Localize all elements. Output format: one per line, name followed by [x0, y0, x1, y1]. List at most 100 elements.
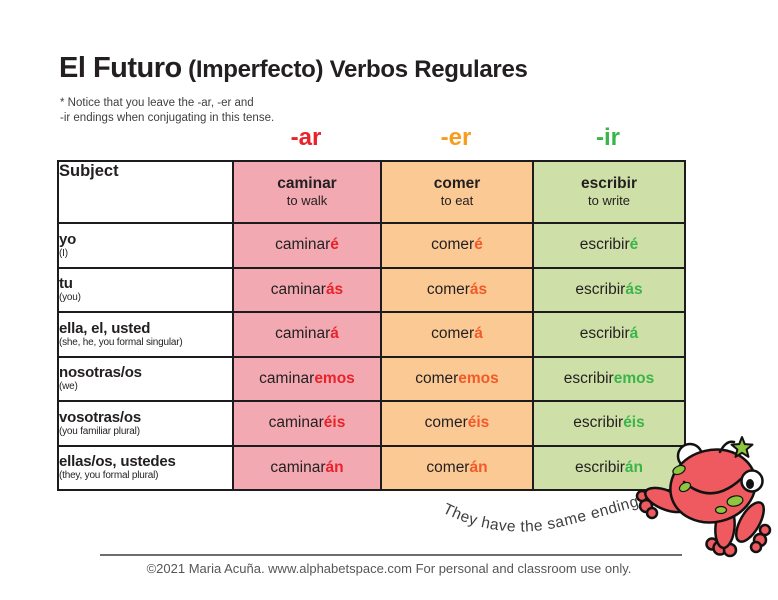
verb-name: caminar — [277, 175, 337, 192]
verb-stem: caminar — [275, 236, 331, 254]
verb-stem: comer — [426, 458, 470, 476]
verb-header-escribir: escribir to write — [532, 160, 686, 224]
subject-cell: ellas/os, ustedes (they, you formal plur… — [57, 444, 234, 491]
frog-spot — [672, 464, 686, 476]
subject-cell: yo (I) — [57, 222, 234, 269]
footer-divider — [100, 554, 682, 556]
conjugation-cell: comeréis — [380, 400, 534, 447]
subject-cell: vosotras/os (you familiar plural) — [57, 400, 234, 447]
subject-cell: ella, el, usted (she, he, you formal sin… — [57, 311, 234, 358]
label-ir-ending: -ir — [596, 124, 620, 151]
verb-header-comer: comer to eat — [380, 160, 534, 224]
frog-right-pupil — [746, 479, 754, 489]
frog-toe — [749, 540, 763, 554]
verb-ending: ás — [625, 280, 643, 298]
verb-ending: ás — [469, 280, 488, 298]
verb-stem: escribir — [579, 325, 630, 343]
verb-name: comer — [433, 175, 481, 192]
verb-stem: comer — [424, 414, 468, 432]
conjugation-cell: comerás — [380, 266, 534, 313]
subject-translation: (I) — [59, 247, 68, 259]
conjugation-cell: caminará — [232, 311, 382, 358]
conjugation-cell: escribiremos — [532, 355, 686, 402]
verb-stem: comer — [431, 325, 475, 343]
conjugation-table: Subject caminar to walk comer to eat esc… — [57, 160, 686, 491]
verb-translation: to write — [588, 193, 630, 208]
frog-illustration — [635, 436, 772, 558]
subject-pronoun: vosotras/os — [59, 408, 141, 426]
frog-spot — [714, 505, 728, 515]
subject-cell: tu (you) — [57, 266, 234, 313]
verb-ending: á — [330, 325, 339, 343]
subject-pronoun: nosotras/os — [59, 364, 142, 381]
ending-group-labels: -ar -er -ir — [232, 124, 684, 152]
subject-column-header: Subject — [57, 160, 234, 224]
page-title: El Futuro (Imperfecto) Verbos Regulares — [59, 52, 528, 85]
verb-ending: á — [629, 325, 639, 343]
subject-pronoun: yo — [59, 230, 77, 248]
frog-leg — [735, 501, 765, 543]
conjugation-cell: escribirán — [532, 444, 686, 491]
verb-ending: é — [474, 236, 483, 254]
title-main: El Futuro — [59, 52, 182, 84]
verb-ending: án — [469, 458, 488, 476]
verb-stem: caminar — [270, 458, 326, 476]
verb-ending: éis — [467, 414, 490, 432]
verb-ending: éis — [623, 414, 645, 432]
table-row-vosotras: vosotras/os (you familiar plural) camina… — [57, 400, 686, 447]
verb-ending: é — [629, 236, 639, 254]
verb-ending: emos — [613, 369, 655, 387]
conjugation-cell: escribiré — [532, 222, 686, 269]
conjugation-cell: caminaré — [232, 222, 382, 269]
subject-pronoun: ella, el, usted — [59, 319, 151, 337]
subject-translation: (we) — [59, 381, 78, 392]
verb-header-caminar: caminar to walk — [232, 160, 382, 224]
verb-translation: to walk — [286, 193, 328, 208]
conjugation-cell: comerán — [380, 444, 534, 491]
verb-ending: á — [474, 325, 483, 343]
verb-stem: escribir — [574, 458, 625, 476]
conjugation-cell: comeré — [380, 222, 534, 269]
conjugation-cell: escribirá — [532, 311, 686, 358]
frog-spot — [678, 481, 692, 493]
conjugation-cell: comerá — [380, 311, 534, 358]
verb-stem: escribir — [579, 236, 630, 254]
verb-ending: án — [624, 458, 644, 476]
conjugation-cell: comeremos — [380, 355, 534, 402]
verb-ending: án — [325, 458, 344, 476]
verb-ending: emos — [458, 369, 499, 387]
table-row-yo: yo (I) caminaré comeré escribiré — [57, 222, 686, 269]
verb-ending: éis — [323, 414, 346, 432]
verb-ending: ás — [325, 280, 344, 298]
verb-stem: comer — [415, 369, 459, 387]
conjugation-cell: caminaréis — [232, 400, 382, 447]
subject-cell: nosotras/os (we) — [57, 355, 234, 402]
verb-stem: caminar — [275, 325, 331, 343]
annotation-text: They have the same endings! — [440, 489, 653, 535]
verb-stem: comer — [426, 280, 470, 298]
verb-stem: escribir — [575, 280, 626, 298]
table-row-tu: tu (you) caminarás comerás escribirás — [57, 266, 686, 313]
table-header-row: Subject caminar to walk comer to eat esc… — [57, 160, 686, 224]
verb-stem: caminar — [268, 414, 324, 432]
label-er-ending: -er — [440, 124, 472, 151]
instruction-note-line1: * Notice that you leave the -ar, -er and — [60, 97, 254, 109]
subject-pronoun: tu — [59, 275, 73, 292]
annotation-arc: They have the same endings! — [440, 489, 653, 535]
conjugation-cell: caminaremos — [232, 355, 382, 402]
verb-translation: to eat — [440, 193, 474, 208]
conjugation-cell: caminarán — [232, 444, 382, 491]
title-subtitle: (Imperfecto) Verbos Regulares — [181, 56, 528, 83]
frog-antenna — [718, 440, 736, 454]
svg-text:They have the same endings!: They have the same endings! — [440, 489, 653, 535]
verb-ending: é — [330, 236, 339, 254]
verb-name: escribir — [580, 175, 637, 192]
verb-stem: escribir — [563, 369, 614, 387]
subject-translation: (she, he, you formal singular) — [59, 336, 183, 348]
verb-stem: caminar — [270, 280, 326, 298]
subject-translation: (you familiar plural) — [59, 425, 140, 437]
verb-stem: comer — [431, 236, 475, 254]
table-row-ella-el-usted: ella, el, usted (she, he, you formal sin… — [57, 311, 686, 358]
footer-copyright: ©2021 Maria Acuña. www.alphabetspace.com… — [146, 561, 632, 576]
